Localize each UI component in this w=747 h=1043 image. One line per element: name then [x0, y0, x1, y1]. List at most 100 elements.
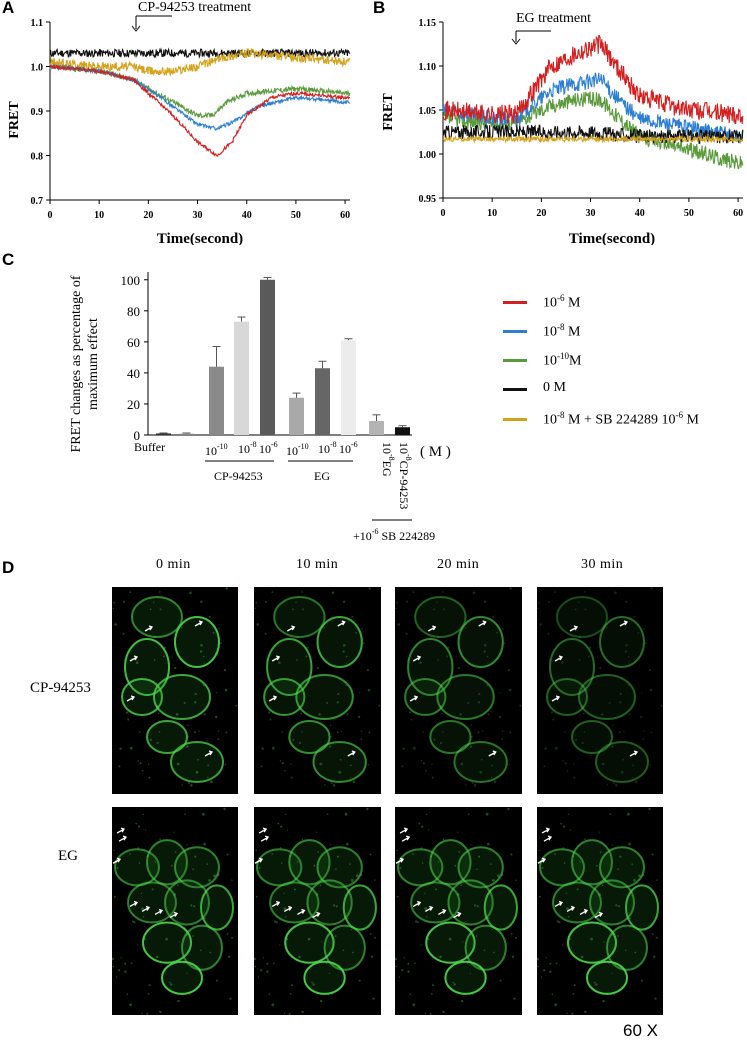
- fluorescence-speck: [490, 764, 493, 767]
- arrow-head: [133, 900, 139, 906]
- fluorescence-speck: [316, 831, 318, 833]
- fluorescence-speck: [598, 831, 600, 833]
- bar: [260, 279, 275, 435]
- fluorescence-speck: [358, 979, 361, 982]
- fluorescence-speck: [321, 941, 323, 943]
- cell-outline: [457, 616, 504, 668]
- fluorescence-speck: [554, 1003, 557, 1007]
- fluorescence-speck: [615, 904, 618, 907]
- fluorescence-speck: [190, 784, 193, 787]
- fluorescence-speck: [113, 849, 115, 852]
- cell-outline: [273, 596, 326, 638]
- fluorescence-speck: [457, 831, 459, 833]
- fluorescence-speck: [190, 904, 193, 907]
- fluorescence-speck: [330, 782, 333, 784]
- fluorescence-speck: [124, 659, 127, 662]
- fluorescence-speck: [498, 715, 502, 719]
- fluorescence-speck: [568, 937, 571, 941]
- bar: [156, 433, 171, 435]
- fluorescence-speck: [421, 825, 424, 828]
- x-tick-label: 60: [340, 210, 350, 221]
- fluorescence-speck: [660, 704, 663, 707]
- fluorescence-speck: [112, 607, 114, 610]
- fluorescence-speck: [361, 627, 363, 630]
- cell-outline: [407, 638, 454, 696]
- fluorescence-speck: [337, 692, 340, 696]
- fluorescence-speck: [436, 601, 438, 603]
- arrow-head: [555, 695, 561, 701]
- arrow-head: [120, 827, 126, 833]
- fluorescence-speck: [611, 745, 614, 748]
- fluorescence-speck: [171, 656, 173, 658]
- fluorescence-speck: [202, 812, 205, 816]
- fluorescence-speck: [156, 742, 158, 744]
- fluorescence-speck: [443, 1011, 445, 1013]
- fluorescence-speck: [316, 666, 319, 670]
- y-tick-label: 0.9: [31, 107, 44, 118]
- fluorescence-speck: [170, 983, 173, 986]
- fluorescence-speck: [372, 997, 375, 1000]
- fluorescence-speck: [452, 981, 454, 984]
- fluorescence-speck: [501, 873, 504, 876]
- fluorescence-speck: [576, 888, 579, 891]
- fluorescence-speck: [488, 890, 492, 893]
- x-tick-label: 50: [291, 210, 301, 221]
- fluorescence-speck: [406, 600, 408, 603]
- fluorescence-speck: [336, 731, 339, 734]
- fluorescence-speck: [199, 650, 203, 653]
- fluorescence-speck: [582, 712, 585, 715]
- cell-outline: [436, 674, 495, 720]
- fluorescence-speck: [279, 944, 281, 946]
- cell-outline: [410, 881, 461, 924]
- fluorescence-speck: [549, 962, 552, 965]
- y-tick-label: 1.0: [31, 63, 44, 74]
- cp-conc-10-6: 10-6: [259, 440, 278, 456]
- fluorescence-speck: [457, 666, 460, 670]
- fluorescence-speck: [395, 957, 397, 961]
- fluorescence-speck: [424, 907, 428, 910]
- fluorescence-speck: [549, 970, 552, 973]
- cell-outline: [303, 960, 346, 995]
- x-tick-label: 0: [441, 208, 446, 219]
- fluorescence-speck: [175, 713, 179, 716]
- fluorescence-speck: [608, 927, 611, 929]
- arrow-head: [208, 750, 214, 756]
- arrow-head: [272, 695, 278, 701]
- chart-c-ylabel-line2: maximum effect: [86, 318, 101, 410]
- micrograph-eg-0min: [112, 807, 238, 1015]
- x-tick-label: 10: [94, 210, 104, 221]
- fluorescence-speck: [120, 957, 122, 959]
- fluorescence-speck: [572, 993, 575, 995]
- fluorescence-speck: [554, 853, 556, 855]
- fluorescence-speck: [262, 957, 264, 959]
- fluorescence-speck: [146, 855, 149, 857]
- fluorescence-speck: [340, 730, 343, 732]
- fluorescence-speck: [628, 713, 631, 716]
- row-label-eg: EG: [58, 848, 78, 864]
- fluorescence-speck: [447, 646, 450, 649]
- cell-outline: [288, 720, 331, 754]
- fluorescence-speck: [200, 949, 202, 952]
- fluorescence-speck: [642, 873, 645, 876]
- cell-outline: [124, 638, 170, 696]
- fluorescence-speck: [439, 705, 443, 708]
- cell-outline: [578, 674, 636, 720]
- fluorescence-speck: [274, 644, 277, 647]
- y-tick-label: 1.15: [419, 18, 437, 29]
- sb-cp-label: 10-8CP-94253: [397, 442, 413, 509]
- fluorescence-speck: [176, 762, 180, 766]
- fluorescence-speck: [477, 731, 480, 734]
- fluorescence-speck: [129, 853, 131, 855]
- fluorescence-speck: [148, 984, 151, 987]
- fluorescence-speck: [189, 591, 192, 595]
- fluorescence-speck: [137, 760, 139, 762]
- fluorescence-speck: [627, 684, 630, 687]
- fluorescence-speck: [329, 724, 332, 727]
- fluorescence-speck: [203, 842, 206, 846]
- row-label-cp: CP-94253: [30, 680, 91, 696]
- fluorescence-speck: [538, 601, 540, 604]
- fluorescence-speck: [620, 965, 623, 968]
- arrow-head: [173, 911, 179, 917]
- micrograph-image: [537, 587, 663, 787]
- fluorescence-speck: [174, 666, 177, 670]
